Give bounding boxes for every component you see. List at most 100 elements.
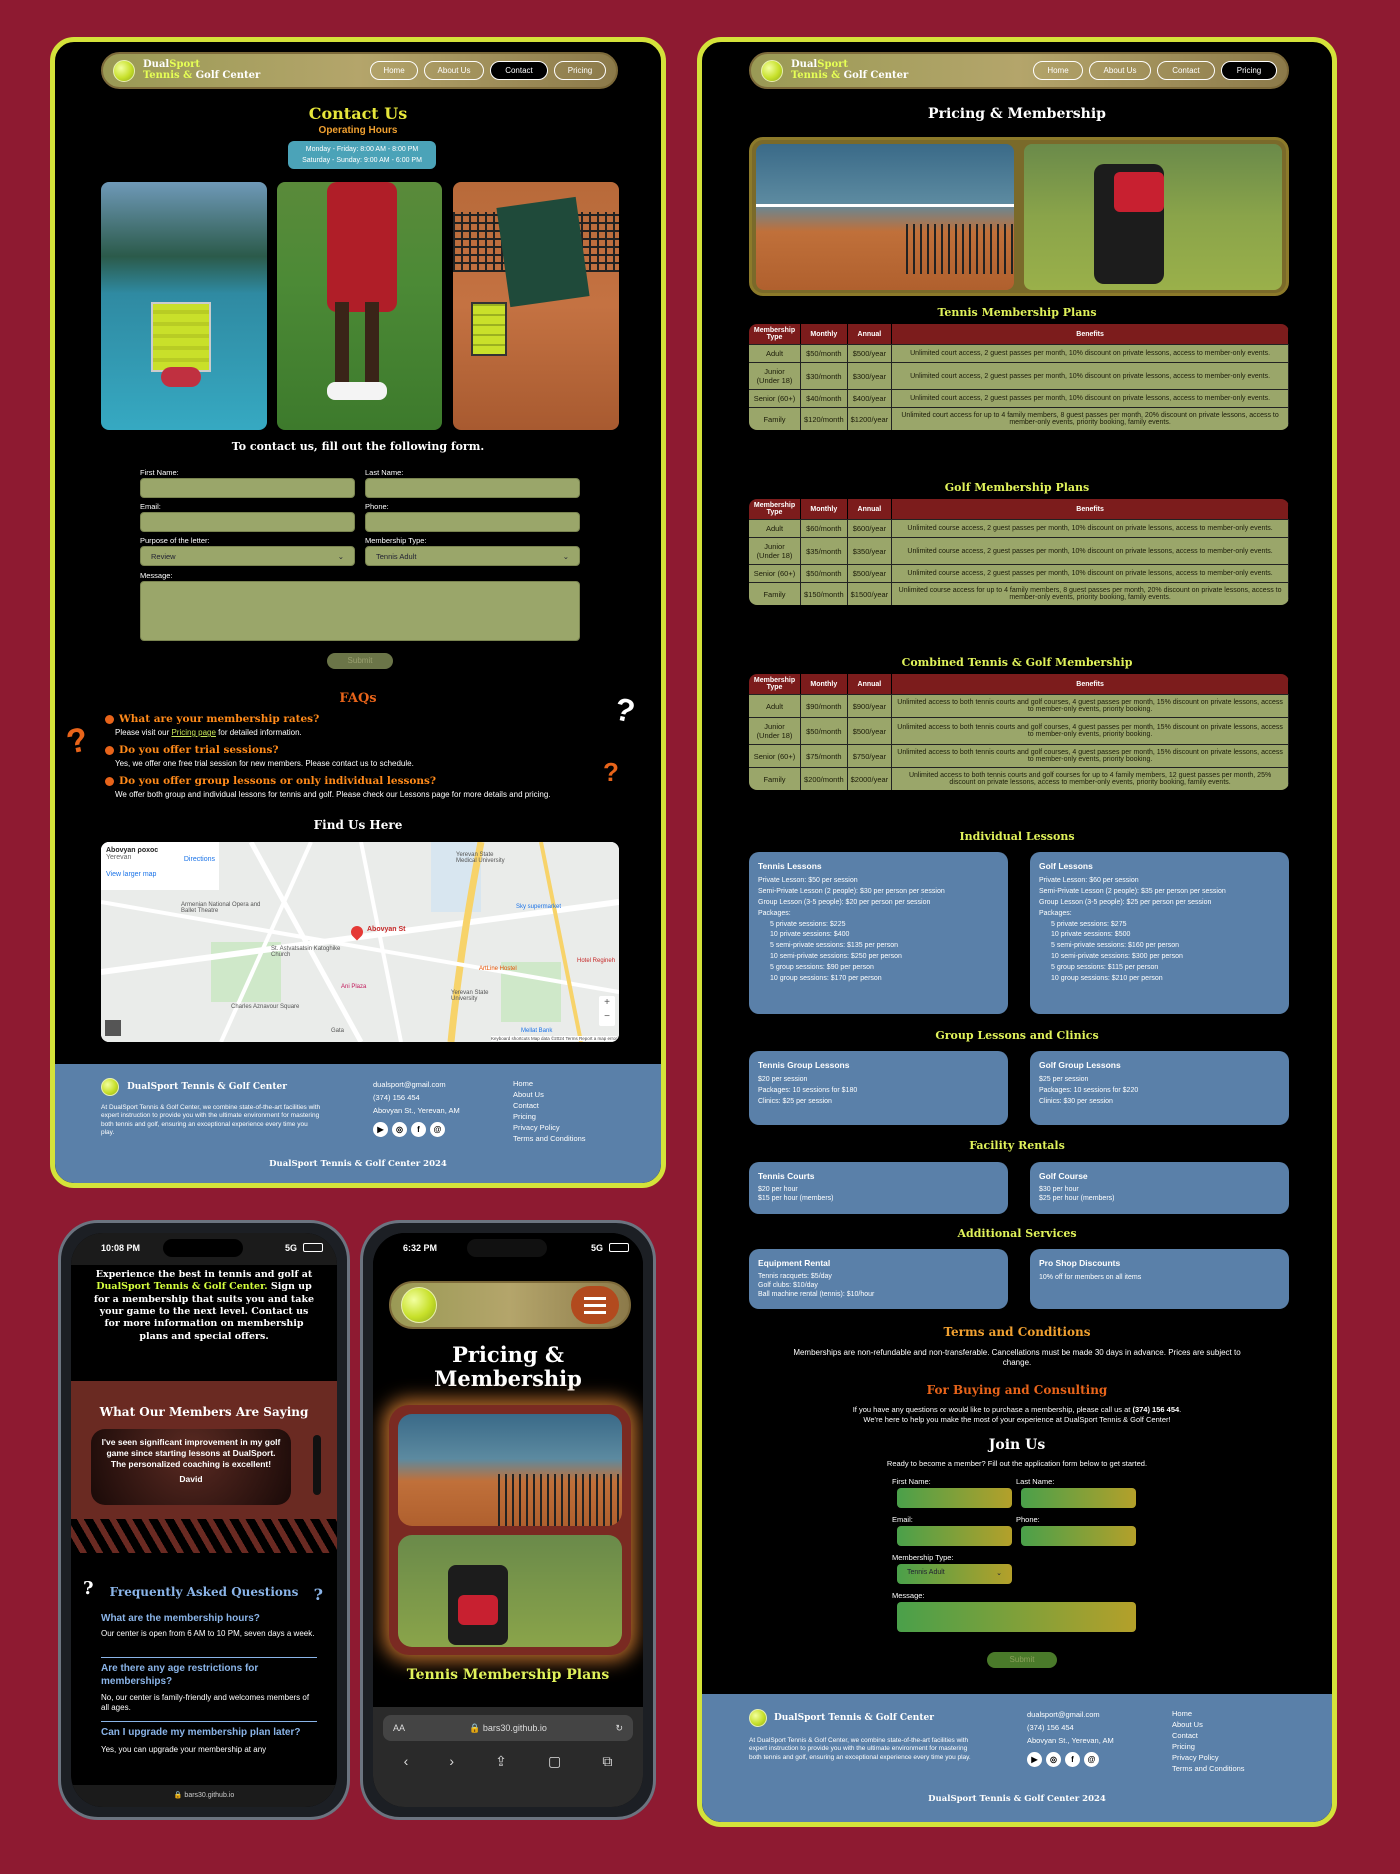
threads-icon[interactable]: @ — [430, 1122, 445, 1137]
first-name-input[interactable] — [140, 478, 355, 498]
map-layer-icon[interactable] — [105, 1020, 121, 1036]
card-line: Tennis racquets: $5/day — [758, 1273, 832, 1281]
tabs-icon[interactable]: ⧉ — [602, 1753, 613, 1769]
faq-item[interactable]: Do you offer trial sessions? Yes, we off… — [105, 744, 414, 768]
card-line: Private Lesson: $60 per session — [1039, 877, 1139, 885]
instagram-icon[interactable]: ◎ — [392, 1122, 407, 1137]
table-cell: $200/month — [801, 767, 848, 790]
footer-link-home[interactable]: Home — [513, 1079, 534, 1088]
bookmarks-icon[interactable]: ▢ — [548, 1753, 562, 1769]
nav-home[interactable]: Home — [1033, 61, 1083, 80]
facebook-icon[interactable]: f — [1065, 1752, 1080, 1767]
footer-link-privacy[interactable]: Privacy Policy — [1172, 1753, 1219, 1762]
reader-aa-button[interactable]: AA — [393, 1723, 406, 1733]
table-row: Adult $60/month $600/year Unlimited course … — [749, 519, 1289, 537]
footer-link-about[interactable]: About Us — [1172, 1720, 1203, 1729]
url-bar[interactable]: 🔒 bars30.github.io — [71, 1785, 337, 1807]
logo[interactable]: DualSport Tennis & Golf Center — [113, 59, 260, 82]
threads-icon[interactable]: @ — [1084, 1752, 1099, 1767]
footer-phone: (374) 156 454 — [1027, 1723, 1074, 1732]
hours-title: Operating Hours — [318, 125, 398, 136]
nav-home[interactable]: Home — [370, 61, 418, 80]
address-bar[interactable]: AA 🔒 bars30.github.io ↻ — [383, 1715, 633, 1741]
package-line: 5 semi-private sessions: $135 per person — [770, 942, 899, 950]
facebook-icon[interactable]: f — [411, 1122, 426, 1137]
table-row: Senior (60+) $40/month $400/year Unlimited … — [749, 389, 1289, 407]
forward-icon[interactable]: › — [449, 1753, 455, 1769]
nav-contact[interactable]: Contact — [490, 61, 548, 80]
table-row: Adult $90/month $900/year Unlimited access … — [749, 694, 1289, 717]
nav-pricing[interactable]: Pricing — [554, 61, 606, 80]
table-row: Family $200/month $2000/year Unlimited acce… — [749, 767, 1289, 790]
footer-link-terms[interactable]: Terms and Conditions — [513, 1134, 586, 1143]
join-type-select[interactable]: Tennis Adult ⌄ — [897, 1564, 1012, 1584]
zoom-controls[interactable]: + − — [599, 996, 615, 1026]
tennis-ball-logo-icon[interactable] — [401, 1287, 437, 1323]
youtube-icon[interactable]: ▶ — [373, 1122, 388, 1137]
footer-link-pricing[interactable]: Pricing — [513, 1112, 536, 1121]
reload-icon[interactable]: ↻ — [615, 1723, 623, 1733]
faq-question: Do you offer trial sessions? — [119, 744, 279, 756]
directions-link[interactable]: Directions — [183, 856, 215, 863]
brand-name: Dual — [791, 59, 818, 70]
share-icon[interactable]: ⇪ — [495, 1753, 507, 1769]
logo[interactable]: DualSport Tennis & Golf Center — [761, 59, 908, 82]
faq-item[interactable]: Can I upgrade my membership plan later? … — [101, 1727, 317, 1754]
view-larger-map-link[interactable]: View larger map — [106, 871, 157, 878]
join-phone-input[interactable] — [1021, 1526, 1136, 1546]
hamburger-menu-icon[interactable] — [571, 1286, 619, 1324]
faq-item[interactable]: What are the membership hours? Our cente… — [101, 1613, 317, 1639]
table-cell: Unlimited court access, 2 guest passes p… — [892, 362, 1289, 389]
footer-link-privacy[interactable]: Privacy Policy — [513, 1123, 560, 1132]
pricing-page-frame: DualSport Tennis & Golf Center Home Abou… — [697, 37, 1337, 1827]
faq-item[interactable]: Are there any age restrictions for membe… — [101, 1663, 317, 1714]
message-textarea[interactable] — [140, 581, 580, 641]
footer-link-about[interactable]: About Us — [513, 1090, 544, 1099]
purpose-select[interactable]: Review ⌄ — [140, 546, 355, 566]
phone-input[interactable] — [365, 512, 580, 532]
join-message-textarea[interactable] — [897, 1602, 1136, 1632]
mobile-phone-home: 10:08 PM 5G Experience the best in tenni… — [58, 1220, 350, 1820]
card-line: 10% off for members on all items — [1039, 1274, 1142, 1282]
card-line: Packages: 10 sessions for $180 — [758, 1087, 858, 1095]
nav-contact[interactable]: Contact — [1157, 61, 1215, 80]
faq-item[interactable]: What are your membership rates? Please v… — [105, 713, 319, 737]
google-map[interactable]: Abovyan ρoxoc Yerevan View larger map Di… — [101, 842, 619, 1042]
footer-email[interactable]: dualsport@gmail.com — [373, 1080, 446, 1089]
pricing-link[interactable]: Pricing page — [171, 728, 216, 737]
table-cell: $900/year — [847, 694, 893, 717]
nav-pricing[interactable]: Pricing — [1221, 61, 1277, 80]
join-last-input[interactable] — [1021, 1488, 1136, 1508]
table-cell: $500/year — [847, 717, 893, 744]
email-input[interactable] — [140, 512, 355, 532]
instagram-icon[interactable]: ◎ — [1046, 1752, 1061, 1767]
table-cell: Unlimited access to both tennis courts a… — [892, 744, 1289, 767]
carousel-scroll[interactable] — [313, 1435, 321, 1495]
table-header: Annual — [847, 499, 893, 519]
submit-button[interactable]: Submit — [327, 653, 393, 669]
footer-email[interactable]: dualsport@gmail.com — [1027, 1710, 1100, 1719]
last-name-input[interactable] — [365, 478, 580, 498]
join-email-label: Email: — [892, 1515, 913, 1524]
membership-select[interactable]: Tennis Adult ⌄ — [365, 546, 580, 566]
golf-group-card: Golf Group Lessons $25 per session Packa… — [1030, 1051, 1289, 1125]
faq-answer-end: for detailed information. — [215, 728, 302, 737]
combined-plans-title: Combined Tennis & Golf Membership — [901, 656, 1133, 669]
join-first-input[interactable] — [897, 1488, 1012, 1508]
youtube-icon[interactable]: ▶ — [1027, 1752, 1042, 1767]
footer-link-contact[interactable]: Contact — [1172, 1731, 1198, 1740]
footer-link-home[interactable]: Home — [1172, 1709, 1193, 1718]
join-email-input[interactable] — [897, 1526, 1012, 1546]
faq-item[interactable]: Do you offer group lessons or only indiv… — [105, 775, 551, 799]
table-cell: Senior (60+) — [749, 389, 801, 407]
nav-about[interactable]: About Us — [424, 61, 484, 80]
footer-link-pricing[interactable]: Pricing — [1172, 1742, 1195, 1751]
footer-link-terms[interactable]: Terms and Conditions — [1172, 1764, 1245, 1773]
join-submit-button[interactable]: Submit — [987, 1652, 1057, 1668]
testimonial-quote: I've seen significant improvement in my … — [101, 1437, 281, 1470]
nav-about[interactable]: About Us — [1089, 61, 1151, 80]
footer-link-contact[interactable]: Contact — [513, 1101, 539, 1110]
back-icon[interactable]: ‹ — [403, 1753, 409, 1769]
card-line: $25 per hour (members) — [1039, 1194, 1115, 1202]
terms-title: Terms and Conditions — [943, 1325, 1091, 1339]
